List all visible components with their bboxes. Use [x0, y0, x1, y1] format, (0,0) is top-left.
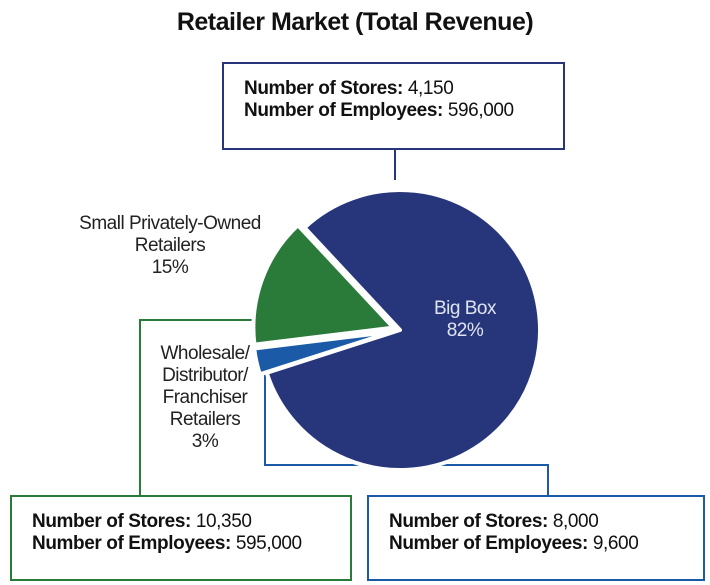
callout-box: Number of Stores: 10,350 Number of Employ…	[10, 495, 352, 581]
callout-label: Number of Stores:	[244, 78, 403, 99]
value-label: 15%	[151, 257, 189, 278]
callout-box: Number of Stores: 4,150 Number of Employe…	[222, 62, 565, 150]
callout-label: Number of Stores:	[32, 511, 191, 532]
callout-line: Number of Stores: 10,350	[32, 511, 350, 533]
callout-box: Number of Stores: 8,000 Number of Employe…	[367, 495, 705, 581]
callout-value: 9,600	[592, 533, 639, 554]
callout-line: Number of Stores: 8,000	[389, 511, 703, 533]
category-label: Small Privately-Owned Retailers	[79, 213, 261, 256]
callout-value: 10,350	[195, 511, 252, 532]
callout-value: 596,000	[447, 100, 514, 121]
category-label: Big Box	[434, 298, 496, 319]
value-label: 3%	[191, 431, 219, 452]
callout-line: Number of Employees: 9,600	[389, 533, 703, 555]
connector	[139, 319, 262, 495]
slice-label: Big Box 82%	[400, 298, 530, 342]
callout-label: Number of Employees:	[32, 533, 231, 554]
callout-label: Number of Employees:	[389, 533, 588, 554]
chart-title: Retailer Market (Total Revenue)	[176, 8, 534, 36]
pie-slice	[251, 223, 396, 347]
value-label: 82%	[446, 320, 484, 341]
slice-label: Small Privately-Owned Retailers 15%	[60, 213, 280, 279]
category-label: Wholesale/ Distributor/ Franchiser Retai…	[160, 343, 251, 430]
callout-value: 595,000	[235, 533, 302, 554]
pie-slice	[252, 329, 396, 377]
callout-line: Number of Stores: 4,150	[244, 78, 563, 100]
callout-label: Number of Employees:	[244, 100, 443, 121]
slice-label: Wholesale/ Distributor/ Franchiser Retai…	[140, 343, 270, 453]
callout-line: Number of Employees: 596,000	[244, 100, 563, 122]
callout-label: Number of Stores:	[389, 511, 548, 532]
callout-line: Number of Employees: 595,000	[32, 533, 350, 555]
callout-value: 4,150	[407, 78, 454, 99]
callout-value: 8,000	[552, 511, 599, 532]
pie-slice	[264, 188, 542, 472]
